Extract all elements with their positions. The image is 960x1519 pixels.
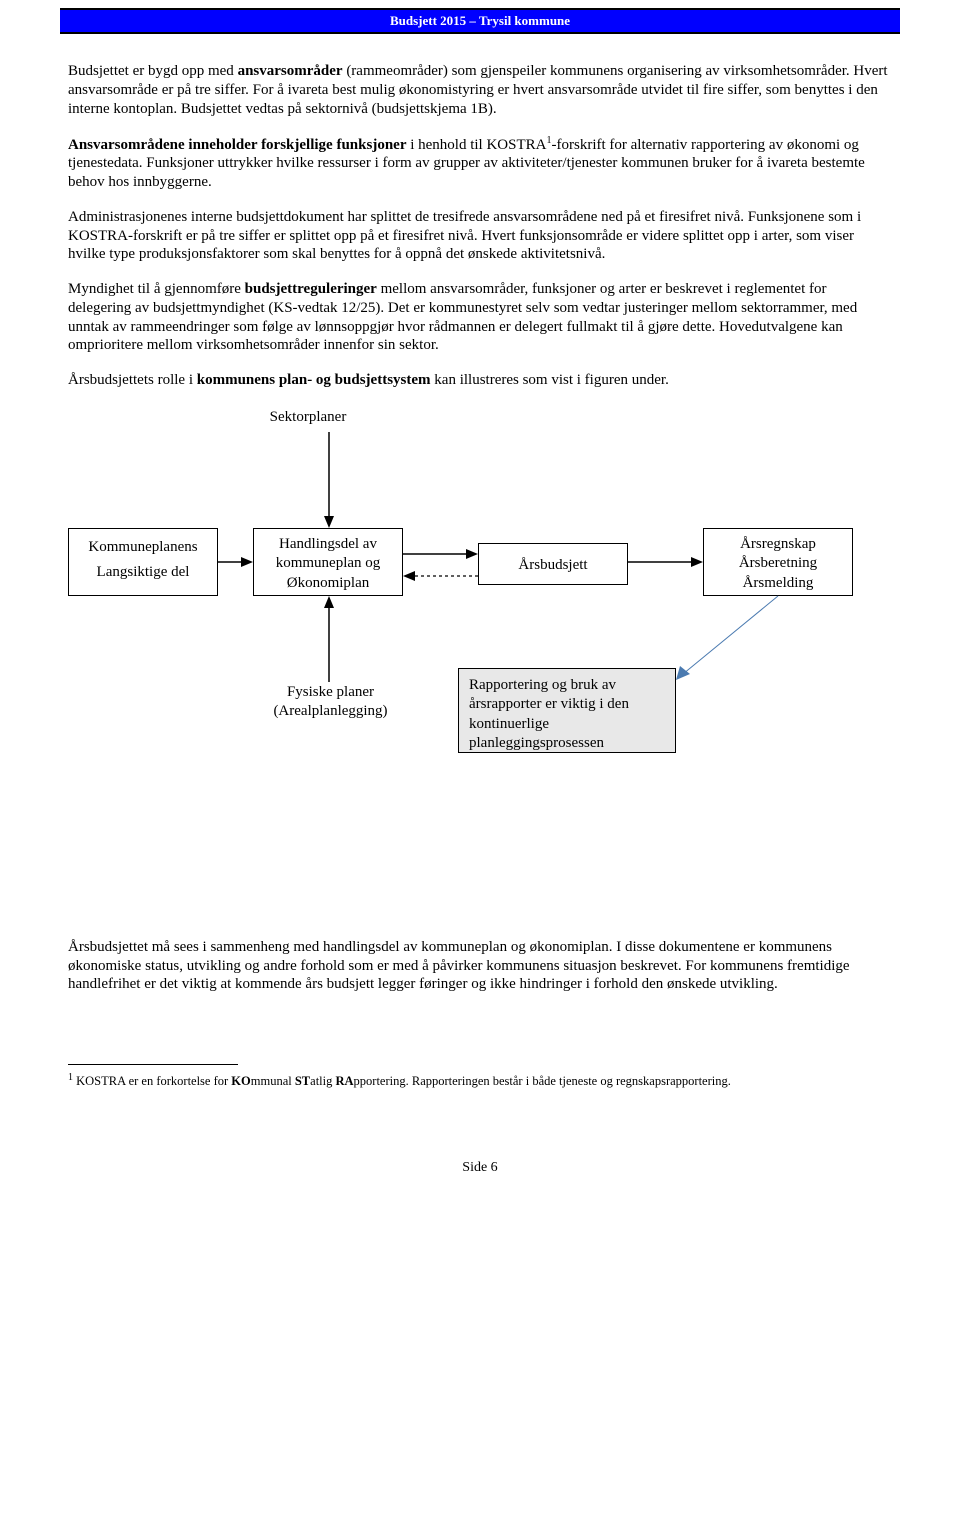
paragraph-1: Budsjettet er bygd opp med ansvarsområde… [68, 62, 892, 118]
page-header-band: Budsjett 2015 – Trysil kommune [60, 8, 900, 34]
page-number: Side 6 [462, 1160, 497, 1175]
flowchart-diagram: Sektorplaner Kommuneplanens Langsiktige … [68, 408, 892, 898]
rapportering-l4: planleggingsprosessen [469, 734, 665, 754]
arrow-handling-to-budsjett [403, 548, 478, 560]
page-content: Budsjettet er bygd opp med ansvarsområde… [0, 34, 960, 1149]
rapportering-l3: kontinuerlige [469, 715, 665, 735]
footnote: 1 KOSTRA er en forkortelse for KOmmunal … [68, 1071, 892, 1089]
p5c: kan illustreres som vist i figuren under… [431, 372, 669, 388]
paragraph-3: Administrasjonenes interne budsjettdokum… [68, 208, 892, 264]
node-sektorplaner: Sektorplaner [248, 408, 368, 427]
page-footer: Side 6 [0, 1149, 960, 1207]
p2a: Ansvarsområdene inneholder forskjellige … [68, 137, 406, 153]
arsbudsjett-label: Årsbudsjett [518, 557, 587, 573]
handlingsdel-l3: Økonomiplan [262, 574, 394, 594]
kommuneplanens-l2: Langsiktige del [77, 563, 209, 583]
arrow-sektor-to-handling [323, 432, 335, 528]
paragraph-2: Ansvarsområdene inneholder forskjellige … [68, 135, 892, 192]
arsregnskap-l2: Årsberetning [712, 554, 844, 574]
node-kommuneplanens: Kommuneplanens Langsiktige del [68, 528, 218, 596]
fn-e: atlig [310, 1074, 335, 1088]
rapportering-l1: Rapportering og bruk av [469, 676, 665, 696]
sektorplaner-label: Sektorplaner [270, 409, 347, 425]
fysiske-l2: (Arealplanlegging) [243, 702, 418, 721]
p4b: budsjettreguleringer [245, 281, 377, 297]
rapportering-l2: årsrapporter er viktig i den [469, 695, 665, 715]
arrow-kommune-to-handling [218, 556, 253, 568]
fysiske-l1: Fysiske planer [243, 683, 418, 702]
p1b: ansvarsområder [238, 63, 343, 79]
node-fysiske: Fysiske planer (Arealplanlegging) [243, 683, 418, 721]
p5b: kommunens plan- og budsjettsystem [197, 372, 431, 388]
arsregnskap-l1: Årsregnskap [712, 535, 844, 555]
fn-d: ST [295, 1074, 310, 1088]
header-title: Budsjett 2015 – Trysil kommune [390, 13, 570, 28]
fn-b: KO [231, 1074, 250, 1088]
node-arsbudsjett: Årsbudsjett [478, 543, 628, 585]
node-rapportering: Rapportering og bruk av årsrapporter er … [458, 668, 676, 753]
arsregnskap-l3: Årsmelding [712, 574, 844, 594]
paragraph-5: Årsbudsjettets rolle i kommunens plan- o… [68, 371, 892, 390]
arrow-fysiske-to-handling [323, 596, 335, 682]
handlingsdel-l2: kommuneplan og [262, 554, 394, 574]
node-handlingsdel: Handlingsdel av kommuneplan og Økonomipl… [253, 528, 403, 596]
kommuneplanens-l1: Kommuneplanens [77, 538, 209, 558]
paragraph-6: Årsbudsjettet må sees i sammenheng med h… [68, 938, 892, 994]
arrow-regnskap-to-rapportering [668, 596, 798, 686]
p4a: Myndighet til å gjennomføre [68, 281, 245, 297]
fn-c: mmunal [251, 1074, 295, 1088]
arrow-budsjett-to-handling-dashed [403, 570, 478, 582]
p2b: i henhold til KOSTRA [406, 137, 546, 153]
arrow-budsjett-to-regnskap [628, 556, 703, 568]
fn-a: KOSTRA er en forkortelse for [73, 1074, 231, 1088]
fn-g: pportering. Rapporteringen består i både… [354, 1074, 731, 1088]
paragraph-4: Myndighet til å gjennomføre budsjettregu… [68, 280, 892, 355]
p5a: Årsbudsjettets rolle i [68, 372, 197, 388]
handlingsdel-l1: Handlingsdel av [262, 535, 394, 555]
footnote-separator [68, 1064, 238, 1065]
p1a: Budsjettet er bygd opp med [68, 63, 238, 79]
fn-f: RA [335, 1074, 353, 1088]
node-arsregnskap: Årsregnskap Årsberetning Årsmelding [703, 528, 853, 596]
